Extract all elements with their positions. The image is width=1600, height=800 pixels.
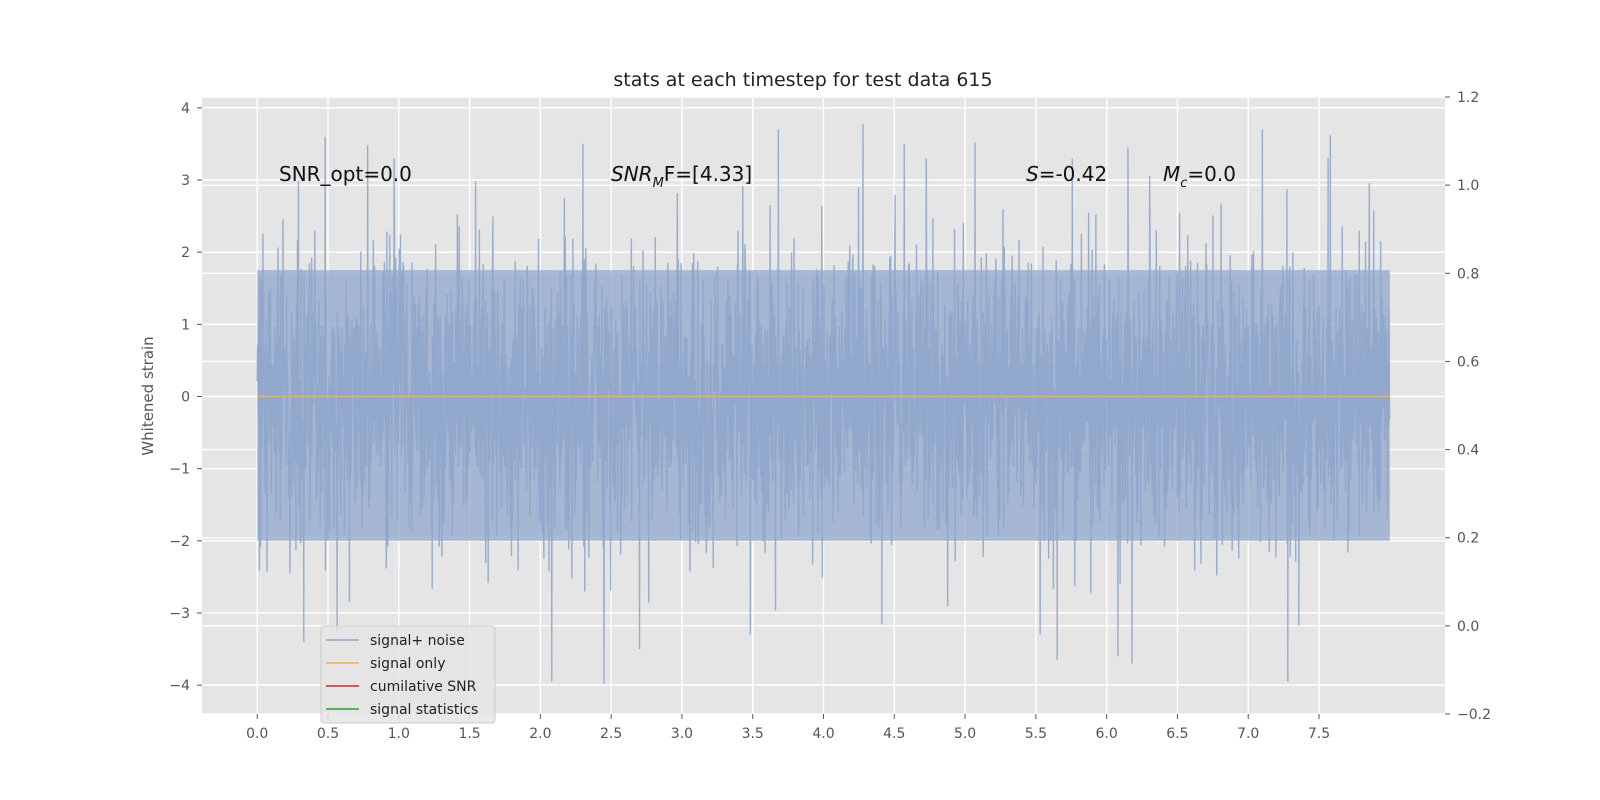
x-tick-label: 1.0 bbox=[388, 726, 410, 742]
annotation-mc-main: M bbox=[1163, 162, 1180, 186]
annotation-mc-rest: =0.0 bbox=[1187, 162, 1236, 186]
y-tick-label: −2 bbox=[169, 534, 190, 550]
annotation-snr-opt: SNR_opt=0.0 bbox=[279, 162, 412, 186]
x-tick-label: 0.0 bbox=[246, 726, 268, 742]
y2-tick-label: 1.2 bbox=[1457, 90, 1479, 106]
y2-tick-label: 0.8 bbox=[1457, 266, 1479, 282]
annotation-snr-mf-rest: F=[4.33] bbox=[664, 162, 752, 186]
annotation-mc: Mc=0.0 bbox=[1163, 162, 1236, 191]
y2-tick-label: 0.4 bbox=[1457, 443, 1479, 459]
annotation-snr-mf-main: SNR bbox=[611, 162, 653, 186]
x-tick-label: 4.0 bbox=[812, 726, 834, 742]
y-tick-label: 3 bbox=[181, 173, 190, 189]
legend-label-0: signal+ noise bbox=[370, 633, 465, 649]
series-signal-noise-band bbox=[257, 270, 1390, 541]
x-tick-label: 6.0 bbox=[1096, 726, 1118, 742]
legend-label-3: signal statistics bbox=[370, 702, 478, 718]
legend-label-1: signal only bbox=[370, 656, 445, 672]
x-tick-label: 3.5 bbox=[742, 726, 764, 742]
annotation-snr-mf-sub: M bbox=[653, 176, 664, 191]
x-tick-label: 1.5 bbox=[458, 726, 480, 742]
x-tick-label: 7.5 bbox=[1308, 726, 1330, 742]
y-tick-label: −4 bbox=[169, 678, 190, 694]
annotation-s-main: S bbox=[1026, 162, 1039, 186]
annotation-snr-mf: SNRMF=[4.33] bbox=[611, 162, 752, 191]
y2-tick-label: 1.0 bbox=[1457, 178, 1479, 194]
legend-label-2: cumilative SNR bbox=[370, 679, 477, 695]
y-tick-label: 4 bbox=[181, 101, 190, 117]
x-tick-label: 7.0 bbox=[1237, 726, 1259, 742]
annotation-s-rest: =-0.42 bbox=[1039, 162, 1108, 186]
x-tick-label: 3.0 bbox=[671, 726, 693, 742]
series-layer bbox=[256, 123, 1391, 684]
y2-tick-label: −0.2 bbox=[1457, 707, 1491, 723]
annotation-s: S=-0.42 bbox=[1026, 162, 1107, 186]
y2-tick-label: 0.2 bbox=[1457, 531, 1479, 547]
x-tick-label: 6.5 bbox=[1166, 726, 1188, 742]
y-tick-label: 2 bbox=[181, 245, 190, 261]
x-tick-label: 5.5 bbox=[1025, 726, 1047, 742]
y2-tick-label: 0.6 bbox=[1457, 354, 1479, 370]
legend-box bbox=[320, 625, 496, 724]
y-axis-label: Whitened strain bbox=[139, 336, 157, 455]
x-tick-label: 0.5 bbox=[317, 726, 339, 742]
annotation-mc-sub: c bbox=[1180, 176, 1187, 191]
y-tick-label: −3 bbox=[169, 606, 190, 622]
x-tick-label: 2.0 bbox=[529, 726, 551, 742]
y-tick-label: 1 bbox=[181, 317, 190, 333]
axes: 0.0 0.5 1.0 1.5 2.0 2.5 3.0 3.5 4.0 4.5 5.0 5.5 6.0 6… bbox=[169, 90, 1491, 742]
legend: signal+ noise signal only cumilative SNR si… bbox=[320, 625, 496, 724]
y-tick-label: −1 bbox=[169, 462, 190, 478]
y-tick-label: 0 bbox=[181, 389, 190, 405]
x-tick-label: 4.5 bbox=[883, 726, 905, 742]
x-tick-label: 5.0 bbox=[954, 726, 976, 742]
chart-title: stats at each timestep for test data 615 bbox=[613, 69, 992, 91]
y2-tick-label: 0.0 bbox=[1457, 619, 1479, 635]
x-tick-label: 2.5 bbox=[600, 726, 622, 742]
